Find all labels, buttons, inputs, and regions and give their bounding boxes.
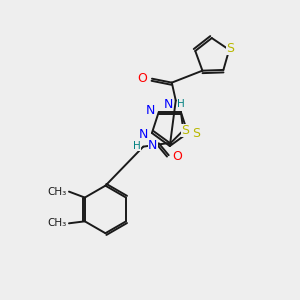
Text: S: S [192,127,200,140]
Text: O: O [137,72,147,85]
Text: S: S [181,124,189,137]
Text: CH₃: CH₃ [48,187,67,196]
Text: N: N [139,128,148,140]
Text: O: O [172,150,182,163]
Text: S: S [226,42,234,55]
Text: H: H [177,99,184,110]
Text: N: N [146,104,155,118]
Text: N: N [148,139,158,152]
Text: H: H [134,141,141,151]
Text: N: N [164,98,173,111]
Text: CH₃: CH₃ [48,218,67,228]
